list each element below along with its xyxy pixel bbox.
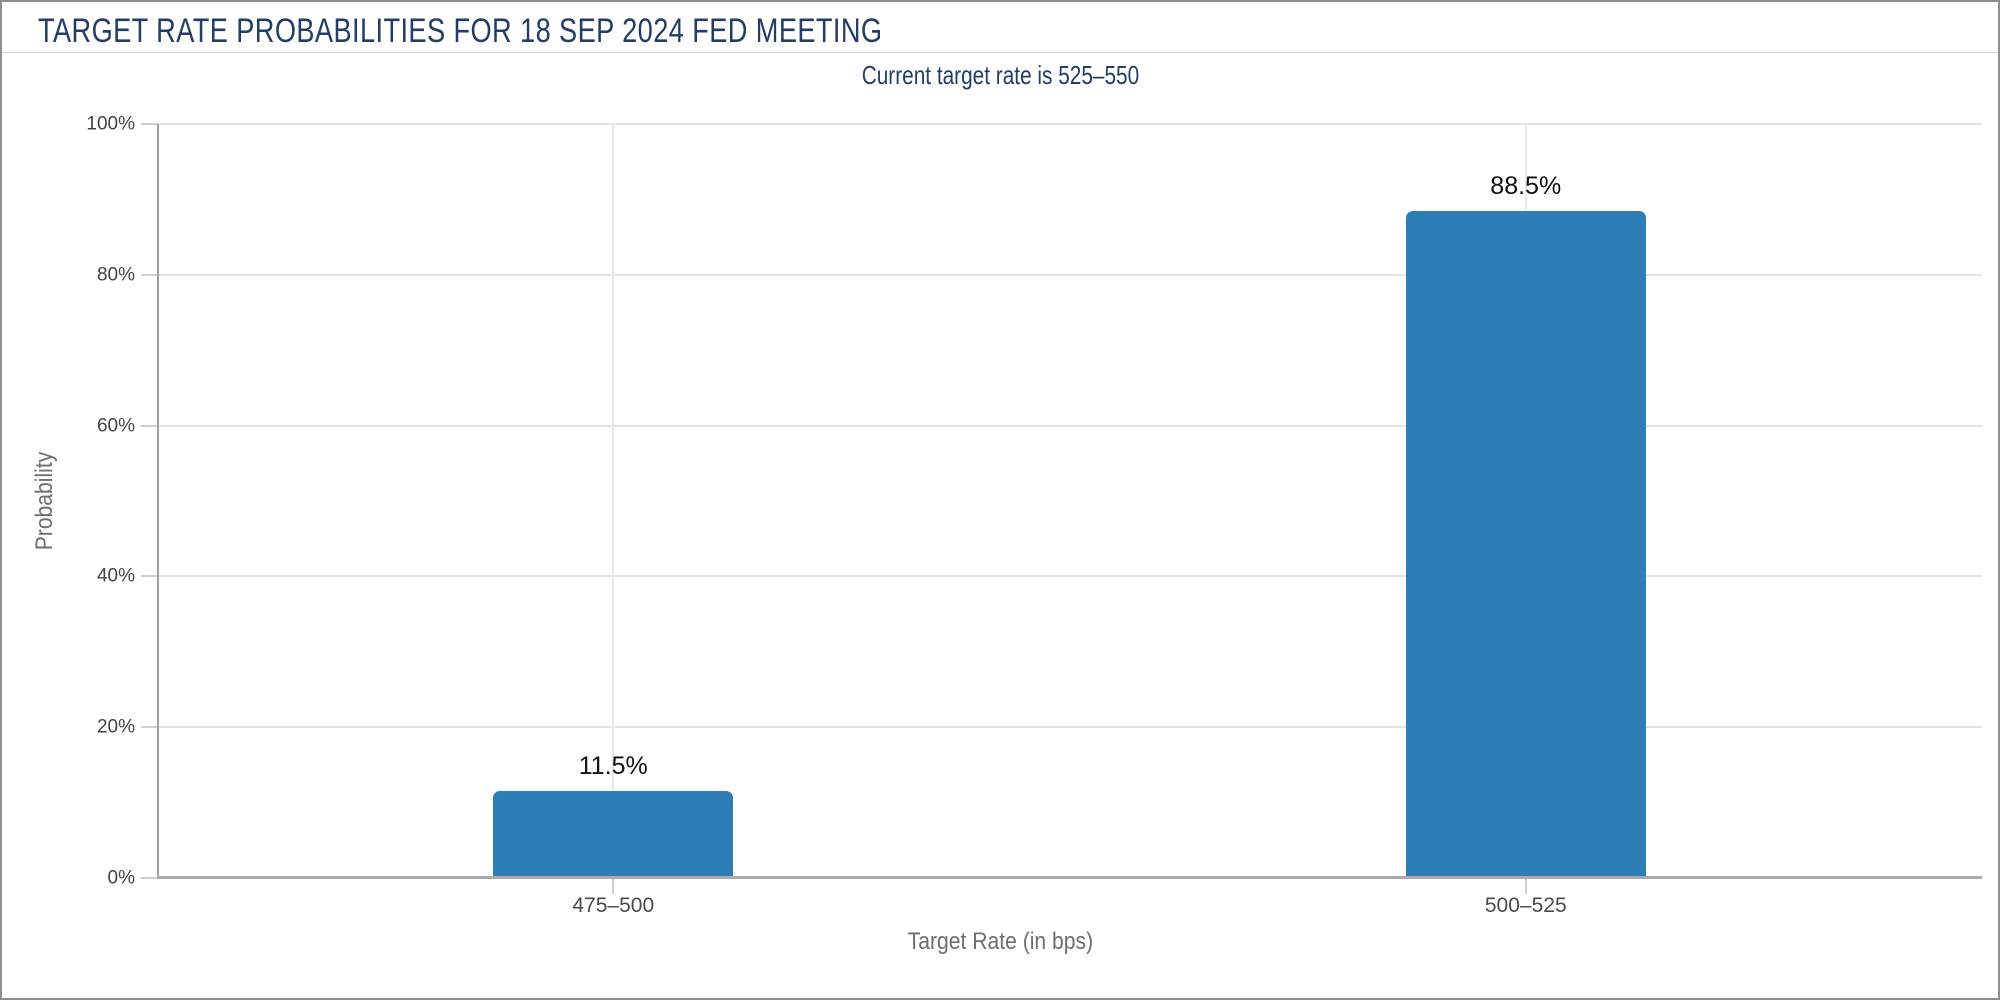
y-tick <box>141 123 157 125</box>
y-tick <box>141 877 157 879</box>
x-tick-label: 500–525 <box>1484 894 1567 917</box>
subtitle-row: Current target rate is 525–550 <box>2 60 1998 91</box>
y-axis-title: Probability <box>31 451 58 551</box>
h-gridline <box>157 575 1982 578</box>
y-axis-line <box>157 124 159 878</box>
y-tick-label: 80% <box>96 264 135 286</box>
v-gridline <box>612 124 615 878</box>
y-tick <box>141 575 157 578</box>
y-tick-label: 0% <box>107 867 135 889</box>
chart-subtitle: Current target rate is 525–550 <box>861 60 1139 90</box>
x-tick <box>1524 878 1527 894</box>
h-gridline <box>157 726 1982 729</box>
y-tick-label: 20% <box>96 716 135 738</box>
h-gridline <box>157 273 1982 276</box>
y-tick-label: 40% <box>96 565 135 587</box>
title-bar: TARGET RATE PROBABILITIES FOR 18 SEP 202… <box>2 2 1998 53</box>
bar-value-label: 11.5% <box>578 752 648 781</box>
x-axis-title-row: Target Rate (in bps) <box>2 928 1998 956</box>
y-tick-label: 60% <box>96 415 135 437</box>
y-tick <box>141 726 157 729</box>
y-tick <box>141 273 157 276</box>
bar-500-525[interactable] <box>1405 210 1646 878</box>
x-tick-label: 475–500 <box>572 894 655 917</box>
plot-area: 0% 20% 40% 60% 80% 100% 11.5% 475–500 88.5% 500–5… <box>86 115 1982 916</box>
h-gridline <box>157 123 1982 125</box>
x-axis-line <box>157 876 1982 879</box>
y-tick <box>141 424 157 427</box>
x-tick <box>612 878 615 894</box>
h-gridline <box>157 424 1982 427</box>
x-axis-title: Target Rate (in bps) <box>907 928 1093 955</box>
bar-475-500[interactable] <box>493 791 734 878</box>
y-tick-label: 100% <box>86 113 135 135</box>
chart-title: TARGET RATE PROBABILITIES FOR 18 SEP 202… <box>38 12 883 50</box>
bar-value-label: 88.5% <box>1490 171 1562 200</box>
